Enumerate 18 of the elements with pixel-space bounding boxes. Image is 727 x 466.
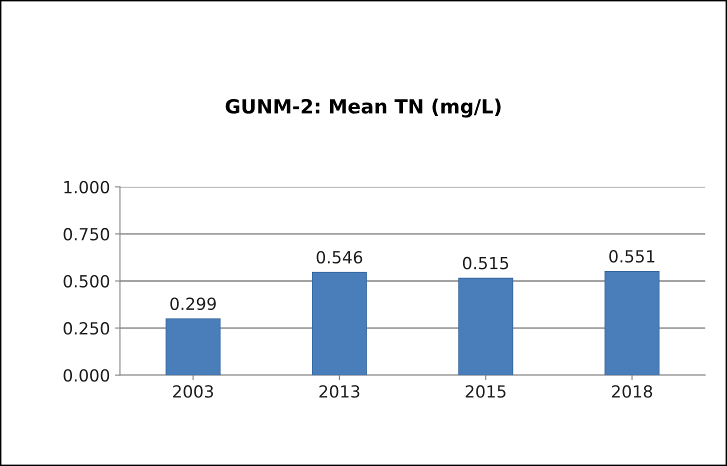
data-label: 0.299 [170, 297, 216, 310]
y-tick-label: 1.000 [64, 180, 110, 194]
data-label: 0.551 [609, 250, 654, 263]
x-tick-label: 2018 [612, 385, 652, 398]
bar [166, 318, 221, 376]
data-label: 0.546 [316, 250, 362, 264]
y-tick-label: 0.750 [64, 228, 110, 240]
bar [604, 270, 660, 376]
bar [312, 272, 367, 376]
x-tick-label: 2013 [319, 385, 360, 398]
x-tick-label: 2003 [173, 385, 213, 398]
data-label: 0.515 [462, 256, 508, 270]
y-tick-label: 0.500 [64, 274, 110, 288]
bar [458, 278, 514, 376]
chart-title: GUNM-2: Mean TN (mg/L) [226, 98, 501, 118]
y-tick-label: 0.250 [64, 322, 110, 335]
y-tick-label: 0.000 [64, 369, 110, 382]
x-tick-label: 2015 [466, 385, 506, 398]
